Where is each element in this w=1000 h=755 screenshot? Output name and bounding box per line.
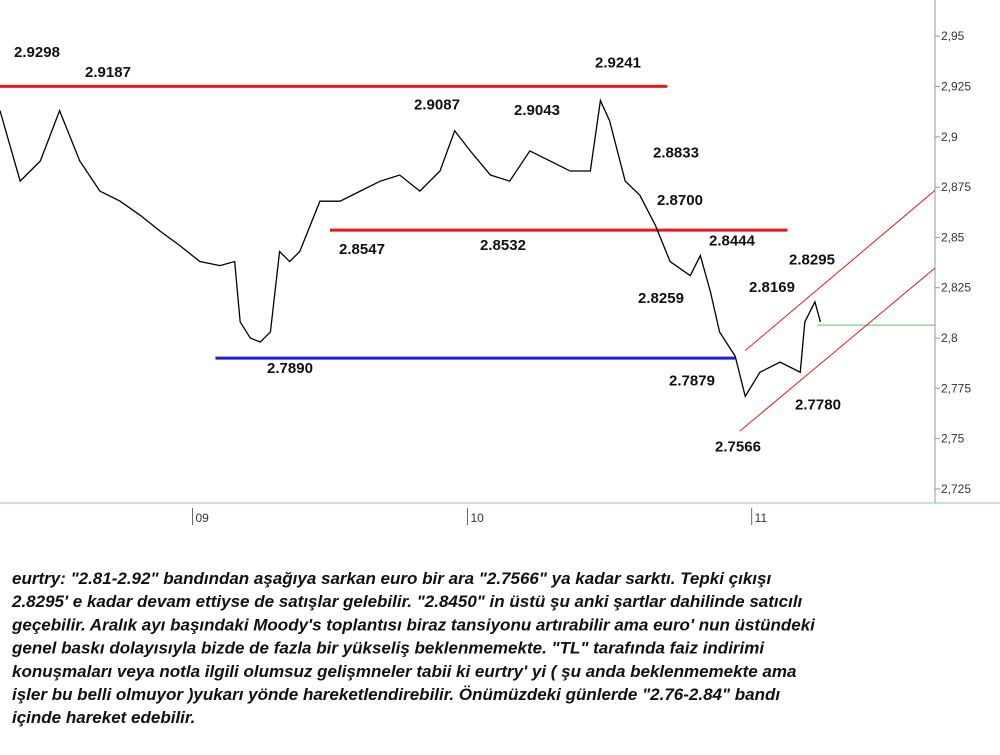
y-tick-label: 2,85 [941,230,965,244]
price-annotation: 2.7890 [267,360,313,377]
price-annotation: 2.8833 [653,144,699,161]
price-annotation: 2.8532 [480,237,526,254]
price-annotation: 2.8700 [657,192,703,209]
y-tick-label: 2,95 [941,29,965,43]
x-tick-label: 09 [196,511,210,525]
price-annotation: 2.9087 [414,96,460,113]
y-tick-label: 2,775 [941,381,971,395]
price-line [0,98,822,399]
trend-line [744,189,936,351]
price-annotation: 2.8295 [789,252,835,269]
trend-line [739,267,936,432]
commentary-line: genel baskı dolayısıyla bizde de fazla b… [11,639,765,658]
price-annotation: 2.9298 [14,44,60,61]
y-tick-label: 2,75 [941,432,965,446]
price-annotation: 2.7879 [669,372,715,389]
commentary-line: konuşmaları veya notla ilgili olumsuz ge… [12,662,796,681]
price-annotation: 2.7780 [795,396,841,413]
price-annotation: 2.8169 [749,279,795,296]
price-annotation: 2.8547 [339,241,385,258]
commentary-line: geçebilir. Aralık ayı başındaki Moody's … [11,615,816,634]
price-annotation: 2.8259 [638,290,684,307]
commentary-line: içinde hareket edebilir. [12,708,195,727]
commentary-line: 2.8295' e kadar devam ettiyse de satışla… [11,592,803,611]
commentary-line: eurtry: "2.81-2.92" bandından aşağıya sa… [12,569,771,588]
y-tick-label: 2,8 [941,331,958,345]
x-tick-label: 10 [471,511,485,525]
y-tick-label: 2,925 [941,80,971,94]
y-tick-label: 2,725 [941,482,971,496]
price-annotation: 2.8444 [709,233,756,250]
y-tick-label: 2,825 [941,281,971,295]
x-tick-label: 11 [755,511,768,525]
price-annotation: 2.7566 [715,438,761,455]
price-annotation: 2.9241 [595,54,641,71]
price-annotation: 2.9187 [85,64,131,81]
commentary-line: işler bu belli olmuyor )yukarı yönde har… [12,685,780,704]
y-tick-label: 2,9 [941,130,958,144]
price-annotation: 2.9043 [514,102,560,119]
y-tick-label: 2,875 [941,180,971,194]
